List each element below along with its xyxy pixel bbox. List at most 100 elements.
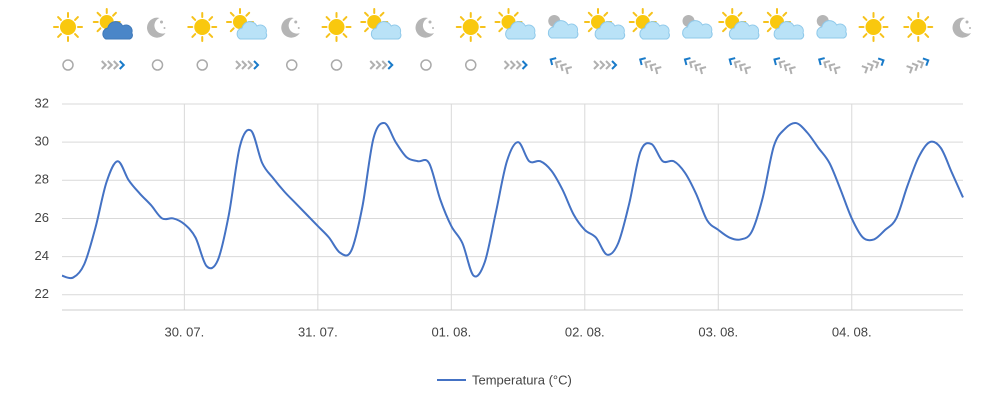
wind-arrows xyxy=(817,57,841,75)
moon xyxy=(147,17,166,38)
sun-ray xyxy=(722,11,727,17)
chevron xyxy=(738,63,746,72)
wind-arrows xyxy=(861,57,885,74)
wind-icon xyxy=(62,59,74,71)
calm xyxy=(196,59,208,71)
wind-icon xyxy=(235,60,260,70)
cloud xyxy=(505,21,536,40)
sun-ray xyxy=(379,11,385,17)
calm xyxy=(62,59,74,71)
weather-icon xyxy=(718,8,760,40)
chevron xyxy=(917,60,925,69)
weather-icon xyxy=(547,15,579,39)
chevron xyxy=(828,63,836,72)
sun-ray xyxy=(342,16,348,21)
sun-ray xyxy=(879,33,885,38)
chevron xyxy=(241,60,248,70)
cloud xyxy=(682,20,713,39)
sun-ray xyxy=(476,33,482,38)
wind-icon xyxy=(638,57,662,75)
moon xyxy=(952,17,971,38)
calm xyxy=(151,59,164,71)
moon xyxy=(281,17,300,38)
wind-icon xyxy=(369,60,394,70)
weather-icon xyxy=(858,12,889,42)
sun-ray xyxy=(459,16,465,21)
chevron xyxy=(559,63,567,72)
sun-ray xyxy=(862,16,868,21)
chevron xyxy=(906,65,914,74)
chevron xyxy=(521,60,528,70)
weather-icon xyxy=(455,12,486,42)
chevron xyxy=(253,60,260,70)
weather-icon xyxy=(682,15,713,39)
wind-icon xyxy=(593,60,618,70)
y-tick-label: 28 xyxy=(35,172,49,187)
wind-icon xyxy=(286,59,298,71)
wind-icon xyxy=(773,57,796,75)
wind-icon xyxy=(196,59,208,71)
sun-ray xyxy=(632,11,638,17)
calm xyxy=(420,59,432,71)
weather-icon xyxy=(494,8,536,40)
chevron xyxy=(599,60,606,70)
chevron xyxy=(911,62,919,72)
wind-icon xyxy=(906,57,930,74)
sun-ray xyxy=(862,33,868,38)
sun-ray xyxy=(766,11,772,17)
chart: 22 24 26 28 30 32 30. 07. 31. 07. 01. 08. 02. 08.… xyxy=(35,95,964,387)
sun-ray xyxy=(245,11,251,17)
sun-ray xyxy=(766,27,772,33)
star xyxy=(428,20,432,24)
chevron xyxy=(375,60,382,70)
chevron xyxy=(823,60,831,69)
chevron xyxy=(593,60,600,70)
sun-ray xyxy=(879,16,885,21)
calm xyxy=(330,59,343,71)
star xyxy=(297,27,300,29)
sun-ray xyxy=(476,16,482,21)
chevron xyxy=(783,63,791,72)
sun-ray xyxy=(924,33,930,38)
chevron xyxy=(113,60,120,70)
cloud xyxy=(236,21,268,40)
weather-icon xyxy=(952,17,971,38)
sun xyxy=(865,19,882,35)
wind-arrows xyxy=(235,60,260,70)
weather-icon xyxy=(281,17,300,38)
wind-icon xyxy=(861,57,885,74)
weather-icon xyxy=(903,12,934,42)
chevron xyxy=(778,60,786,69)
sun xyxy=(60,19,76,35)
sun-ray xyxy=(325,33,331,38)
sun-ray xyxy=(191,33,197,38)
wind-icon xyxy=(330,59,343,71)
weather-icon xyxy=(415,17,434,38)
chevron xyxy=(605,60,612,70)
wind-arrows xyxy=(728,57,752,75)
chevron xyxy=(861,65,869,74)
chevron xyxy=(877,57,885,67)
wind-icon xyxy=(101,60,126,70)
chevron xyxy=(107,60,114,70)
sun-ray xyxy=(648,11,653,17)
sun xyxy=(194,19,211,35)
sun-ray xyxy=(74,33,79,38)
chevron xyxy=(694,63,702,72)
sun-ray xyxy=(112,11,117,17)
weather-icon xyxy=(321,12,352,42)
star xyxy=(294,20,298,24)
sun-ray xyxy=(587,27,593,33)
sun-ray xyxy=(74,16,79,21)
sun-ray xyxy=(782,11,788,17)
cloud xyxy=(594,21,626,40)
weather-icon xyxy=(226,8,268,40)
wind-icon xyxy=(817,57,841,75)
cloud xyxy=(639,21,670,40)
wind-icon xyxy=(549,57,573,75)
wind-arrows xyxy=(773,57,796,75)
sun-ray xyxy=(513,11,519,17)
sun-ray xyxy=(229,11,235,17)
weather-icon xyxy=(187,12,218,42)
